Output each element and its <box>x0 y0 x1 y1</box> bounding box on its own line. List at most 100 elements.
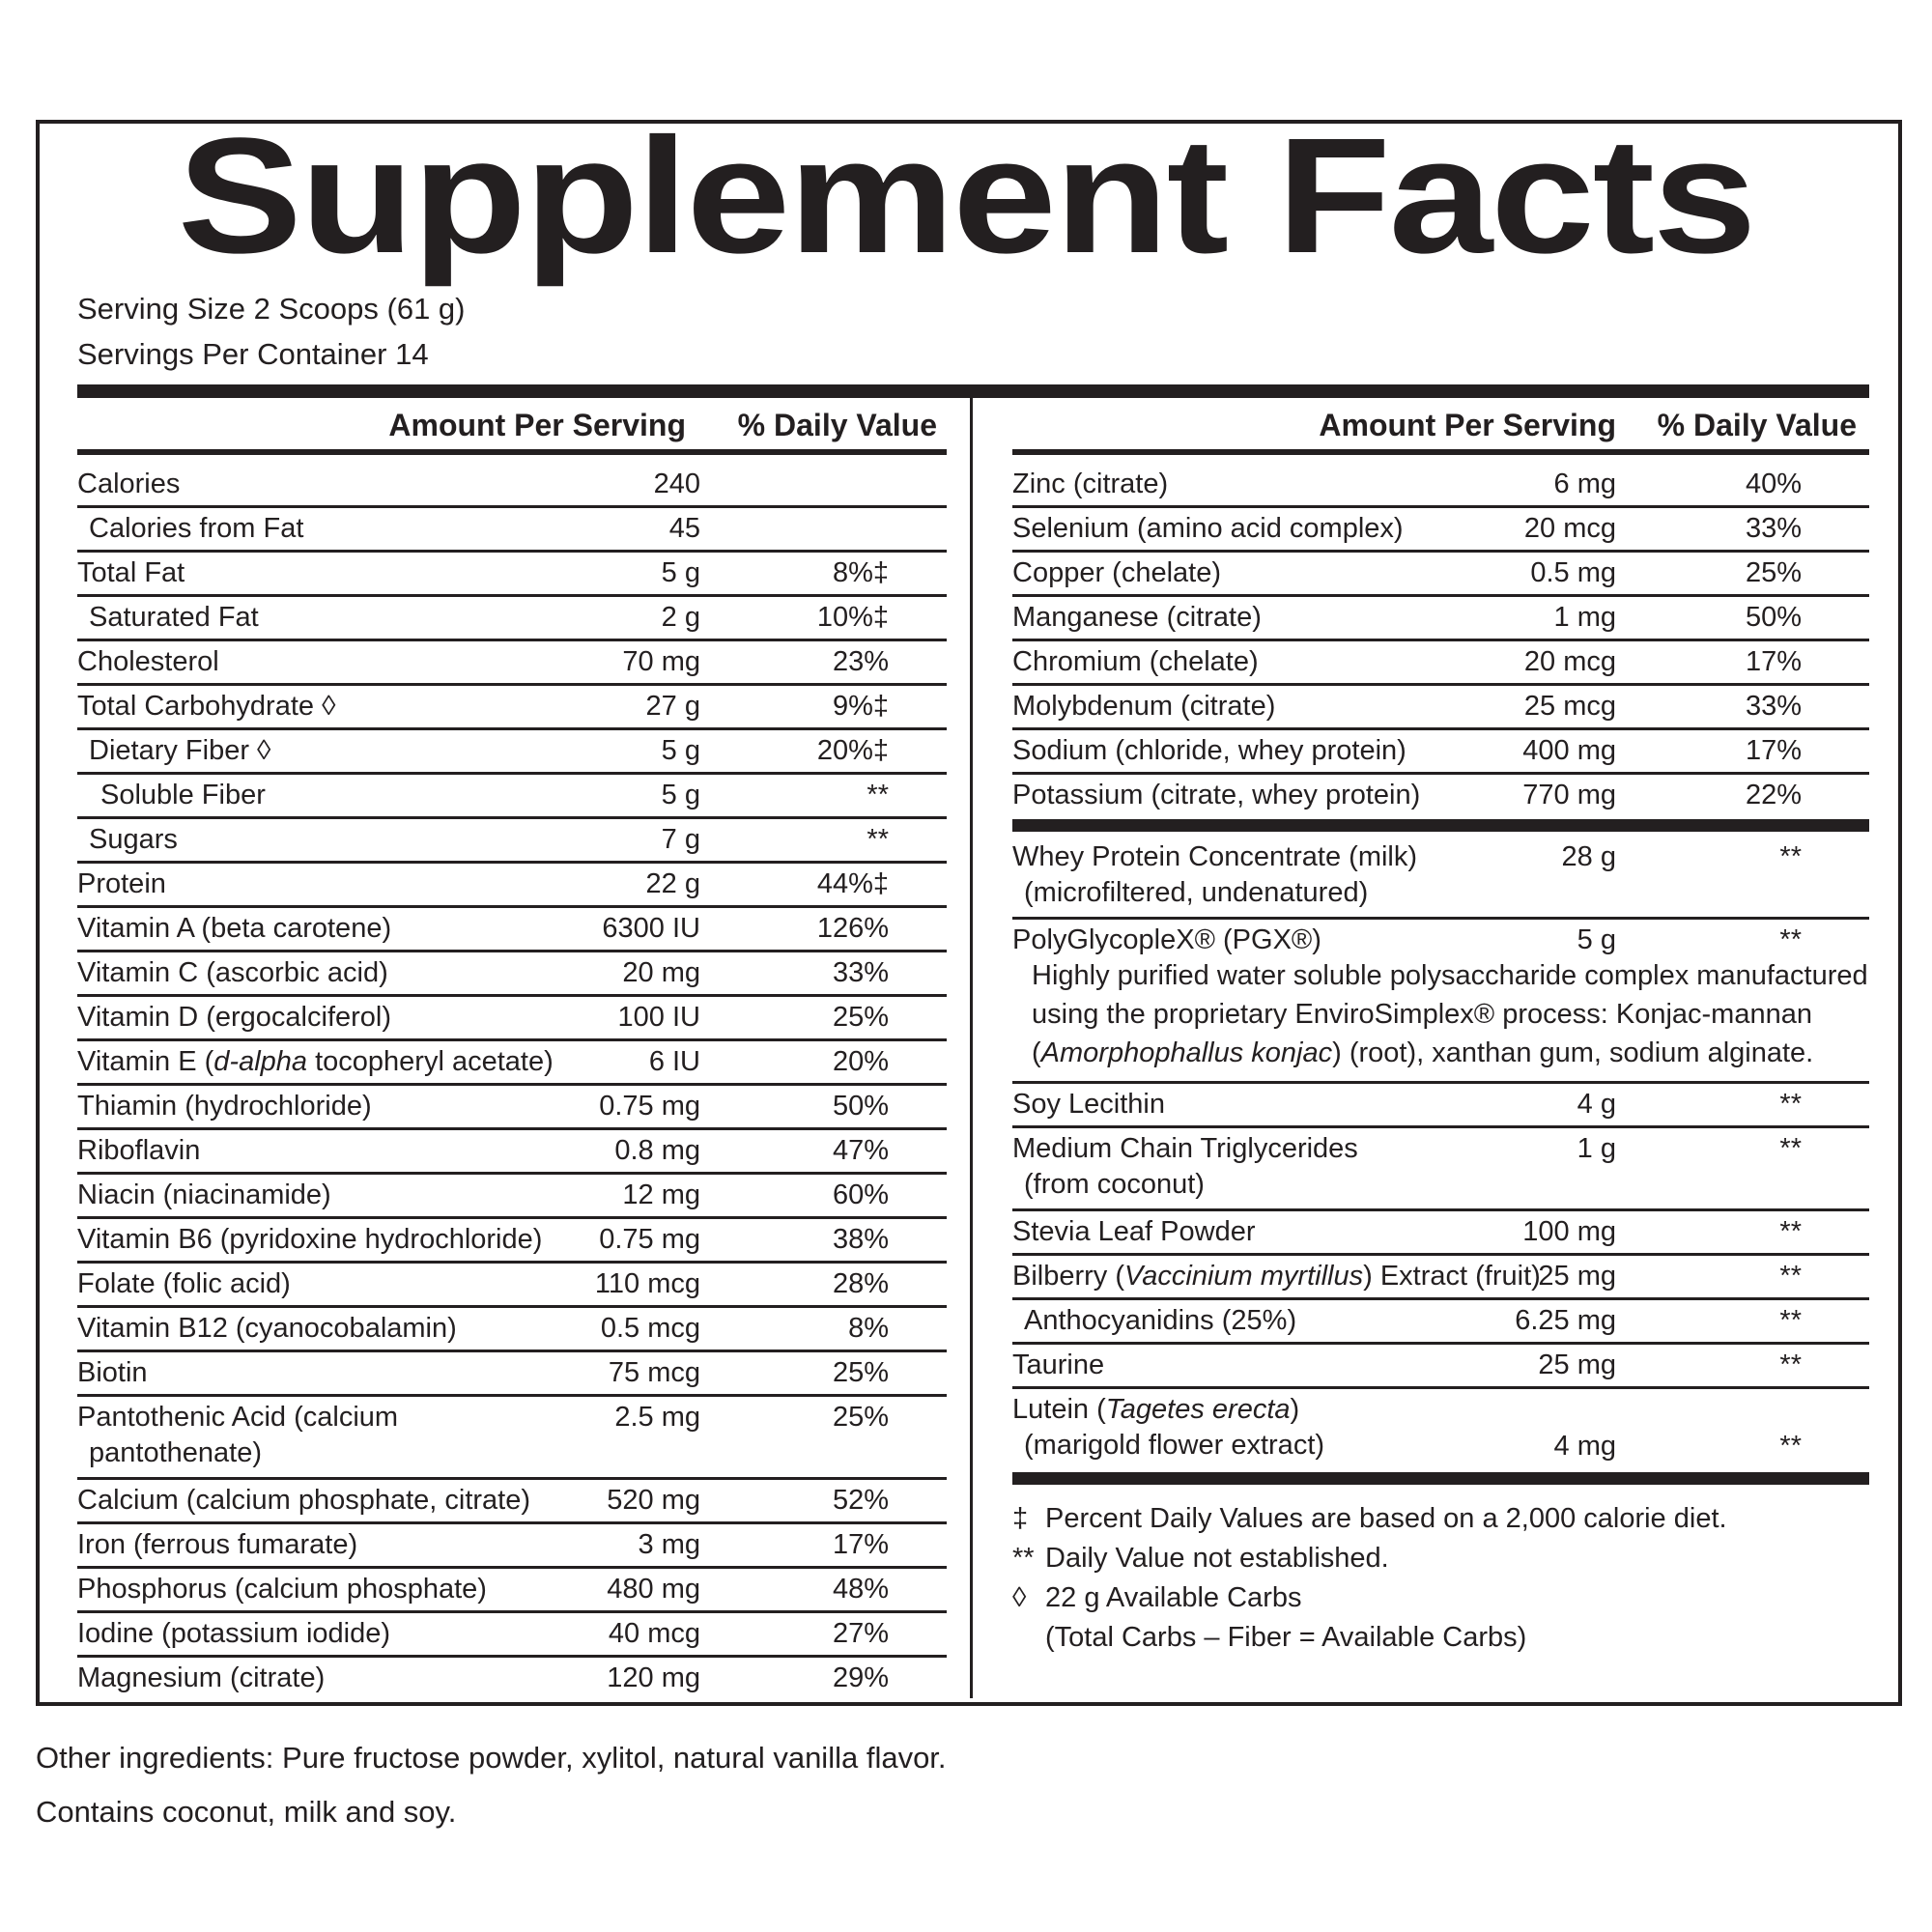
daily-value: ** <box>1779 841 1802 872</box>
amount-per-serving: 40 mcg <box>608 1618 700 1649</box>
nutrient-name: Iodine (potassium iodide) <box>77 1618 391 1649</box>
nutrient-row: Saturated Fat 2 g 10%‡ <box>77 597 947 641</box>
daily-value: 33% <box>1745 691 1802 722</box>
daily-value: 25% <box>832 1402 889 1433</box>
nutrient-row: Riboflavin 0.8 mg 47% <box>77 1130 947 1175</box>
nutrient-name: Total Carbohydrate ◊ <box>77 691 336 722</box>
nutrient-row: Folate (folic acid) 110 mcg 28% <box>77 1264 947 1308</box>
amount-per-serving: 0.5 mg <box>1530 557 1616 588</box>
amount-per-serving: 20 mcg <box>1523 646 1616 677</box>
daily-value: 48% <box>832 1574 889 1605</box>
right-dv-header: % Daily Value <box>1657 408 1857 442</box>
daily-value: 47% <box>832 1135 889 1166</box>
nutrient-name: Calories from Fat <box>89 513 304 544</box>
amount-per-serving: 5 g <box>1577 924 1616 955</box>
ingredient-row: Anthocyanidins (25%) 6.25 mg ** <box>1012 1300 1869 1345</box>
daily-value: 25% <box>832 1357 889 1388</box>
daily-value: ** <box>867 824 889 855</box>
nutrient-row: Calories from Fat 45 <box>77 508 947 553</box>
amount-per-serving: 520 mg <box>607 1485 700 1516</box>
daily-value: 10%‡ <box>816 602 889 633</box>
nutrient-name: Zinc (citrate) <box>1012 469 1169 499</box>
nutrient-row: Biotin 75 mcg 25% <box>77 1352 947 1397</box>
nutrient-name: Folate (folic acid) <box>77 1268 291 1299</box>
left-dv-header: % Daily Value <box>737 408 937 442</box>
amount-per-serving: 770 mg <box>1522 780 1616 810</box>
daily-value: ** <box>1779 1305 1802 1336</box>
footnote-symbol: ◊ <box>1012 1582 1027 1613</box>
daily-value: 17% <box>832 1529 889 1560</box>
nutrient-name: Vitamin B6 (pyridoxine hydrochloride) <box>77 1224 543 1255</box>
footnote-text: 22 g Available Carbs <box>1045 1582 1302 1613</box>
amount-per-serving: 25 mg <box>1538 1261 1616 1292</box>
left-amount-header: Amount Per Serving <box>388 408 686 442</box>
nutrient-row: Soluble Fiber 5 g ** <box>77 775 947 819</box>
daily-value: 38% <box>832 1224 889 1255</box>
serving-size: Serving Size 2 Scoops (61 g) <box>77 292 466 326</box>
amount-per-serving: 5 g <box>661 557 700 588</box>
amount-per-serving: 1 mg <box>1553 602 1616 633</box>
nutrient-row: Vitamin E (d-alpha tocopheryl acetate) 6 … <box>77 1041 947 1086</box>
nutrient-name: Pantothenic Acid (calcium <box>77 1402 399 1433</box>
amount-per-serving: 70 mg <box>622 646 700 677</box>
amount-per-serving: 28 g <box>1561 841 1616 872</box>
nutrient-name: Saturated Fat <box>89 602 259 633</box>
nutrient-name: Vitamin A (beta carotene) <box>77 913 392 944</box>
nutrient-name: Total Fat <box>77 557 185 588</box>
allergen-statement: Contains coconut, milk and soy. <box>36 1795 457 1829</box>
nutrient-row: Manganese (citrate) 1 mg 50% <box>1012 597 1869 641</box>
nutrient-name: Cholesterol <box>77 646 219 677</box>
servings-per-container: Servings Per Container 14 <box>77 337 429 371</box>
nutrient-row: Vitamin B6 (pyridoxine hydrochloride) 0.7… <box>77 1219 947 1264</box>
daily-value: 25% <box>1745 557 1802 588</box>
daily-value: 40% <box>1745 469 1802 499</box>
daily-value: ** <box>1779 1350 1802 1380</box>
nutrient-row: Niacin (niacinamide) 12 mg 60% <box>77 1175 947 1219</box>
ingredient-row: Stevia Leaf Powder 100 mg ** <box>1012 1211 1869 1256</box>
ingredient-name: Soy Lecithin <box>1012 1089 1165 1120</box>
daily-value: 22% <box>1745 780 1802 810</box>
nutrient-name: Niacin (niacinamide) <box>77 1179 331 1210</box>
ingredient-name: Stevia Leaf Powder <box>1012 1216 1256 1247</box>
ingredient-row: Medium Chain Triglycerides (from coconut)… <box>1012 1128 1869 1211</box>
ingredient-description: (Amorphophallus konjac) (root), xanthan … <box>1032 1037 1814 1068</box>
nutrient-row: Molybdenum (citrate) 25 mcg 33% <box>1012 686 1869 730</box>
thick-divider-mid <box>1012 819 1869 832</box>
ingredient-row: Bilberry (Vaccinium myrtillus) Extract (… <box>1012 1256 1869 1300</box>
amount-per-serving: 480 mg <box>607 1574 700 1605</box>
nutrient-row: Dietary Fiber ◊ 5 g 20%‡ <box>77 730 947 775</box>
nutrient-name-cont: pantothenate) <box>89 1437 262 1468</box>
nutrient-name: Vitamin D (ergocalciferol) <box>77 1002 392 1033</box>
thick-divider-bottom <box>1012 1472 1869 1485</box>
nutrient-name: Chromium (chelate) <box>1012 646 1259 677</box>
footnote-text: (Total Carbs – Fiber = Available Carbs) <box>1045 1622 1527 1653</box>
amount-per-serving: 22 g <box>645 868 700 899</box>
daily-value: 33% <box>832 957 889 988</box>
daily-value: 9%‡ <box>832 691 889 722</box>
footnote-text: Daily Value not established. <box>1045 1543 1389 1574</box>
daily-value: 60% <box>832 1179 889 1210</box>
amount-per-serving: 0.75 mg <box>599 1224 700 1255</box>
daily-value: 17% <box>1745 646 1802 677</box>
daily-value: 29% <box>832 1662 889 1693</box>
daily-value: ** <box>1779 1431 1802 1462</box>
footnote-symbol: ** <box>1012 1543 1035 1574</box>
nutrient-name: Potassium (citrate, whey protein) <box>1012 780 1421 810</box>
panel-title: Supplement Facts <box>177 104 1757 288</box>
nutrient-row: Phosphorus (calcium phosphate) 480 mg 48% <box>77 1569 947 1613</box>
amount-per-serving: 27 g <box>645 691 700 722</box>
amount-per-serving: 0.8 mg <box>614 1135 700 1166</box>
nutrient-row: Cholesterol 70 mg 23% <box>77 641 947 686</box>
nutrient-name: Calories <box>77 469 181 499</box>
nutrient-row: Iodine (potassium iodide) 40 mcg 27% <box>77 1613 947 1658</box>
daily-value: ** <box>1779 1261 1802 1292</box>
ingredient-row: Soy Lecithin 4 g ** <box>1012 1084 1869 1128</box>
daily-value: 27% <box>832 1618 889 1649</box>
nutrient-name: Sugars <box>89 824 178 855</box>
nutrient-name: Vitamin B12 (cyanocobalamin) <box>77 1313 457 1344</box>
amount-per-serving: 6 IU <box>648 1046 700 1077</box>
nutrient-name: Soluble Fiber <box>100 780 266 810</box>
ingredient-name: Taurine <box>1012 1350 1105 1380</box>
daily-value: 52% <box>832 1485 889 1516</box>
amount-per-serving: 2.5 mg <box>614 1402 700 1433</box>
